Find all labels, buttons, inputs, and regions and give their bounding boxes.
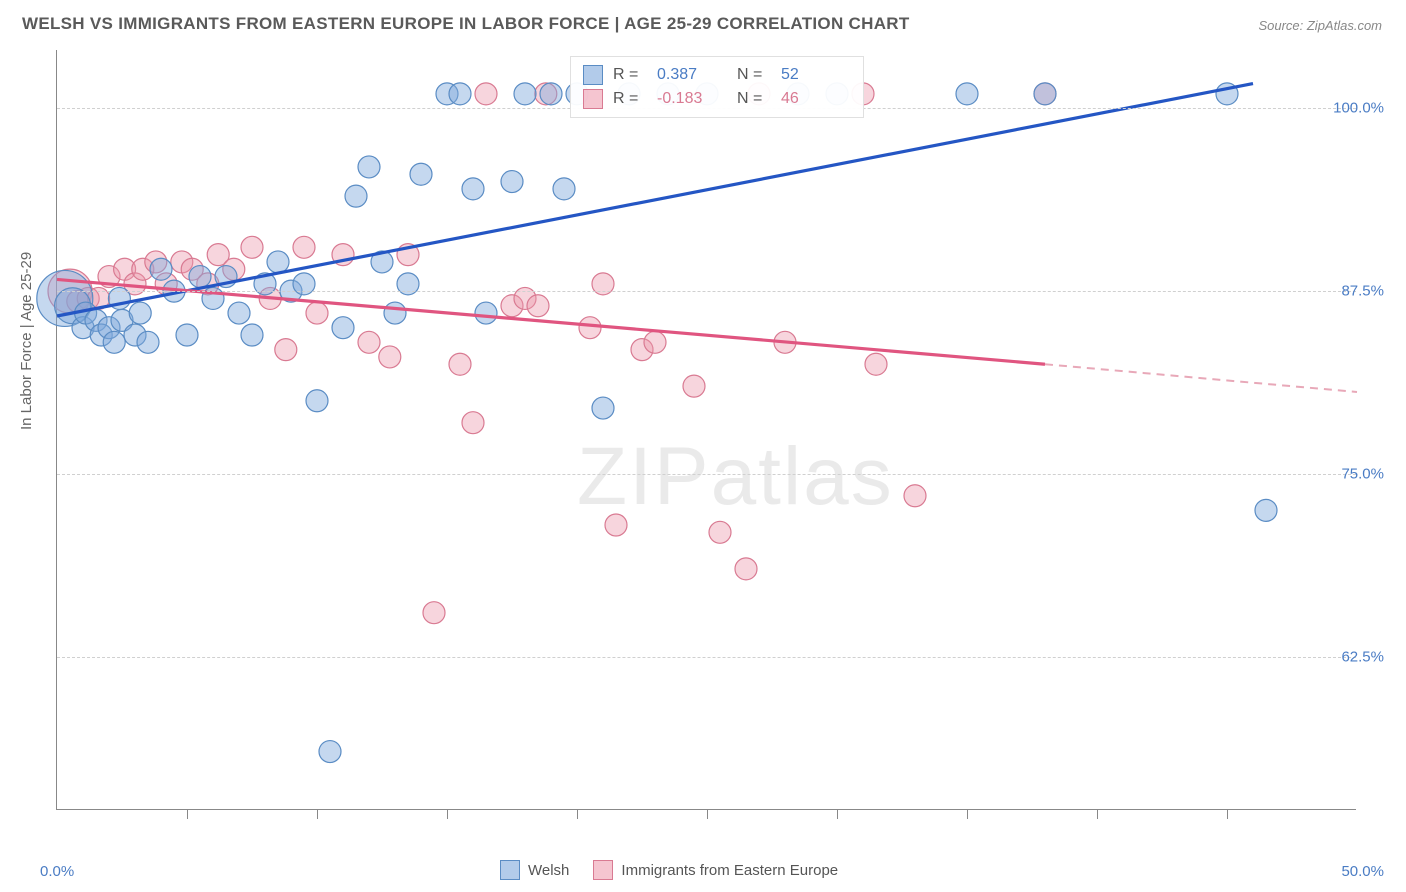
r-value: 0.387 <box>657 63 727 87</box>
series-legend-item: Immigrants from Eastern Europe <box>593 860 838 880</box>
legend-swatch <box>583 89 603 109</box>
data-point-immigrants <box>462 412 484 434</box>
data-point-immigrants <box>358 331 380 353</box>
y-axis-label: In Labor Force | Age 25-29 <box>18 252 35 430</box>
data-point-welsh <box>345 185 367 207</box>
gridline <box>57 291 1356 292</box>
x-tick <box>187 809 188 819</box>
r-value: -0.183 <box>657 87 727 111</box>
x-axis-max-label: 50.0% <box>1341 863 1384 880</box>
data-point-welsh <box>1034 83 1056 105</box>
legend-swatch <box>500 860 520 880</box>
data-point-welsh <box>449 83 471 105</box>
data-point-immigrants <box>306 302 328 324</box>
data-point-welsh <box>228 302 250 324</box>
data-point-immigrants <box>449 353 471 375</box>
n-value: 46 <box>781 87 851 111</box>
data-point-welsh <box>514 83 536 105</box>
data-point-welsh <box>475 302 497 324</box>
source-attribution: Source: ZipAtlas.com <box>1258 18 1382 33</box>
data-point-immigrants <box>293 236 315 258</box>
chart-title: WELSH VS IMMIGRANTS FROM EASTERN EUROPE … <box>22 14 910 34</box>
data-point-welsh <box>137 331 159 353</box>
data-point-welsh <box>553 178 575 200</box>
data-point-welsh <box>129 302 151 324</box>
n-value: 52 <box>781 63 851 87</box>
data-point-welsh <box>306 390 328 412</box>
correlation-legend: R = 0.387 N = 52 R = -0.183 N = 46 <box>570 56 864 118</box>
y-tick-label: 75.0% <box>1341 465 1384 482</box>
series-legend-item: Welsh <box>500 860 569 880</box>
plot-area: ZIPatlas <box>56 50 1356 810</box>
data-point-immigrants <box>735 558 757 580</box>
trend-line-immigrants <box>57 279 1045 364</box>
data-point-immigrants <box>904 485 926 507</box>
data-point-immigrants <box>379 346 401 368</box>
data-point-immigrants <box>275 339 297 361</box>
data-point-welsh <box>410 163 432 185</box>
x-axis-min-label: 0.0% <box>40 863 74 880</box>
y-tick-label: 87.5% <box>1341 283 1384 300</box>
data-point-immigrants <box>709 521 731 543</box>
data-point-immigrants <box>241 236 263 258</box>
data-point-welsh <box>358 156 380 178</box>
x-tick <box>1097 809 1098 819</box>
correlation-legend-row: R = 0.387 N = 52 <box>583 63 851 87</box>
trend-line-immigrants-extrapolated <box>1045 364 1357 392</box>
gridline <box>57 657 1356 658</box>
legend-swatch <box>583 65 603 85</box>
data-point-immigrants <box>475 83 497 105</box>
data-point-welsh <box>150 258 172 280</box>
x-tick <box>447 809 448 819</box>
y-tick-label: 100.0% <box>1333 100 1384 117</box>
data-point-welsh <box>189 266 211 288</box>
data-point-welsh <box>103 331 125 353</box>
legend-swatch <box>593 860 613 880</box>
x-tick <box>577 809 578 819</box>
n-label: N = <box>737 63 771 87</box>
data-point-welsh <box>319 741 341 763</box>
data-point-immigrants <box>423 602 445 624</box>
r-label: R = <box>613 87 647 111</box>
x-tick <box>707 809 708 819</box>
data-point-immigrants <box>683 375 705 397</box>
data-point-welsh <box>540 83 562 105</box>
r-label: R = <box>613 63 647 87</box>
data-point-immigrants <box>527 295 549 317</box>
x-tick <box>967 809 968 819</box>
data-point-welsh <box>267 251 289 273</box>
x-tick <box>317 809 318 819</box>
data-point-welsh <box>384 302 406 324</box>
series-legend: Welsh Immigrants from Eastern Europe <box>500 860 838 880</box>
data-point-welsh <box>956 83 978 105</box>
data-point-welsh <box>332 317 354 339</box>
legend-label: Immigrants from Eastern Europe <box>621 862 838 879</box>
data-point-welsh <box>241 324 263 346</box>
data-point-welsh <box>501 171 523 193</box>
y-tick-label: 62.5% <box>1341 648 1384 665</box>
x-tick <box>1227 809 1228 819</box>
trend-line-welsh <box>57 84 1253 316</box>
data-point-welsh <box>592 397 614 419</box>
data-point-welsh <box>462 178 484 200</box>
correlation-legend-row: R = -0.183 N = 46 <box>583 87 851 111</box>
chart-svg <box>57 50 1356 809</box>
data-point-welsh <box>1255 499 1277 521</box>
n-label: N = <box>737 87 771 111</box>
x-tick <box>837 809 838 819</box>
legend-label: Welsh <box>528 862 569 879</box>
data-point-immigrants <box>644 331 666 353</box>
data-point-welsh <box>176 324 198 346</box>
data-point-immigrants <box>579 317 601 339</box>
data-point-immigrants <box>605 514 627 536</box>
data-point-immigrants <box>865 353 887 375</box>
gridline <box>57 474 1356 475</box>
